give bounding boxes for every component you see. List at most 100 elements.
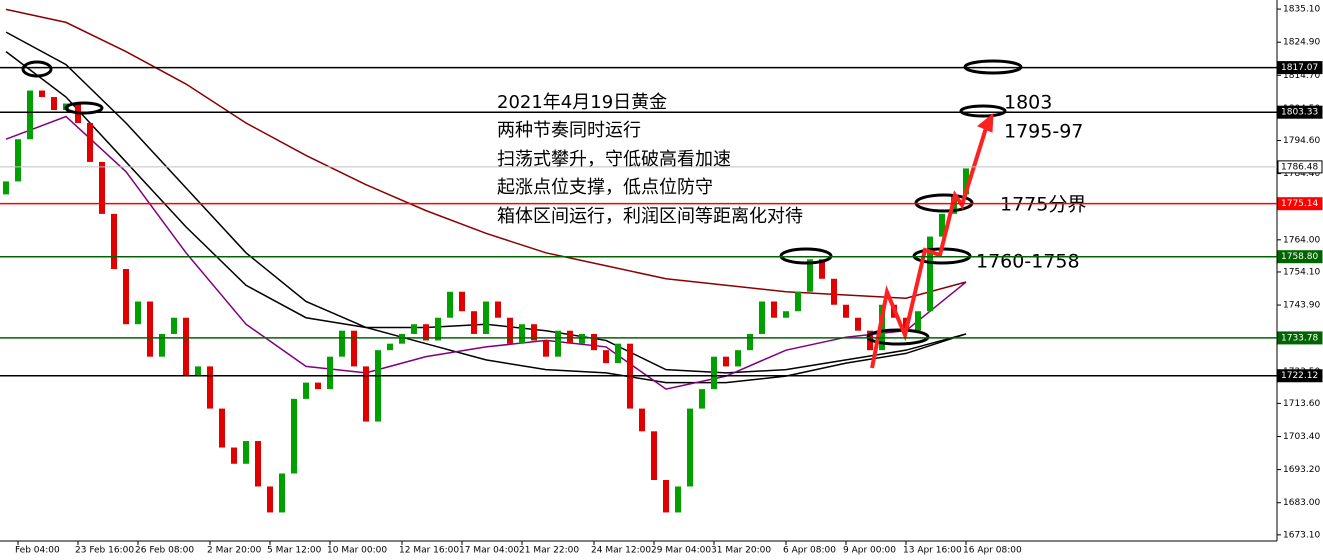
candle-body [963,168,969,195]
candle-body [267,486,273,513]
candle-body [699,389,705,409]
level-label-box [1277,250,1323,264]
x-tick-label: 23 Feb 16:00 [75,546,134,556]
annotation: 1795-97 [1004,121,1083,143]
y-tick-label: 1824.90 [1283,38,1320,48]
candle-body [543,340,549,357]
candle-body [807,259,813,292]
level-label: 1786.48 [1281,162,1318,172]
x-tick-label: 13 Apr 16:00 [903,546,962,556]
candle-body [147,301,153,357]
candle-body [615,343,621,364]
ellipse [64,101,104,115]
candle-body [231,447,237,464]
x-tick-label: 6 Apr 08:00 [783,546,836,556]
candle-body [675,486,681,513]
x-tick-label: 9 Apr 00:00 [843,546,896,556]
candle-body [339,330,345,357]
candle-body [423,324,429,341]
y-tick-label: 1693.20 [1283,465,1320,475]
note-line: 起涨点位支撑，低点位防守 [497,177,713,198]
candle-body [351,330,357,367]
ellipse [959,104,1007,118]
candle-body [303,382,309,399]
candle-body [279,473,285,513]
candle-body [171,317,177,334]
candle-body [315,382,321,390]
level-label-box [1277,369,1323,383]
note-line: 箱体区间运行，利润区间等距离化对待 [497,206,803,227]
candle-body [711,356,717,390]
candle-body [435,317,441,341]
candle-body [195,366,201,377]
candle-body [135,301,141,325]
level-label-box [1277,331,1323,345]
x-tick-label: Feb 04:00 [15,546,60,556]
x-tick-label: 29 Mar 04:00 [651,546,711,556]
ellipse [21,60,53,78]
x-tick-label: 21 Mar 22:00 [519,546,579,556]
candle-body [411,324,417,334]
candle-body [87,122,93,162]
level-label: 1733.78 [1281,333,1318,343]
candle-body [831,278,837,305]
candle-body [207,366,213,409]
candle-body [687,408,693,487]
candle-body [219,408,225,448]
candle-body [603,350,609,364]
level-label: 1722.12 [1281,371,1318,381]
candle-body [771,301,777,318]
level-label: 1775.14 [1281,199,1318,209]
candle-body [111,213,117,270]
candle-body [735,350,741,367]
y-tick-label: 1713.60 [1283,399,1320,409]
candle-body [447,291,453,318]
note-line: 扫荡式攀升，守低破高看加速 [497,149,731,170]
level-label-box [1277,105,1323,119]
y-tick-label: 1743.90 [1283,301,1320,311]
moving-average [5,31,967,384]
candle-body [555,330,561,357]
candle-body [915,311,921,331]
candle-body [795,291,801,312]
level-label: 1758.80 [1281,252,1318,262]
candle-body [255,441,261,487]
level-label-box [1277,160,1323,174]
candle-body [387,343,393,351]
candle-body [483,301,489,334]
ellipse [866,328,930,346]
x-tick-label: 17 Mar 04:00 [459,546,519,556]
candle-body [471,311,477,334]
level-label: 1817.07 [1281,63,1318,73]
candle-body [519,324,525,344]
y-tick-label: 1794.60 [1283,136,1320,146]
note-line: 2021年4月19日黄金 [497,92,667,113]
note-line: 两种节奏同时运行 [497,120,641,141]
candle-body [3,181,9,195]
candle-body [579,333,585,344]
level-label-box [1277,197,1323,211]
candle-body [327,356,333,390]
candle-body [15,139,21,182]
y-tick-label: 1754.10 [1283,267,1320,277]
x-tick-label: 24 Mar 12:00 [591,546,651,556]
x-tick-label: 31 Mar 20:00 [711,546,771,556]
x-tick-label: 5 Mar 12:00 [267,546,322,556]
arrow-head [977,112,994,133]
candle-body [99,161,105,214]
candle-body [591,333,597,351]
candle-body [243,441,249,464]
candle-body [39,90,45,98]
candle-body [27,90,33,140]
level-label-box [1277,61,1323,75]
y-tick-label: 1673.10 [1283,530,1320,540]
y-tick-label: 1683.00 [1283,498,1320,508]
annotation: 1760-1758 [976,251,1080,273]
candle-body [819,259,825,279]
x-tick-label: 2 Mar 20:00 [207,546,262,556]
candle-body [375,350,381,422]
candle-body [939,213,945,237]
candle-body [747,333,753,351]
y-tick-label: 1764.00 [1283,235,1320,245]
